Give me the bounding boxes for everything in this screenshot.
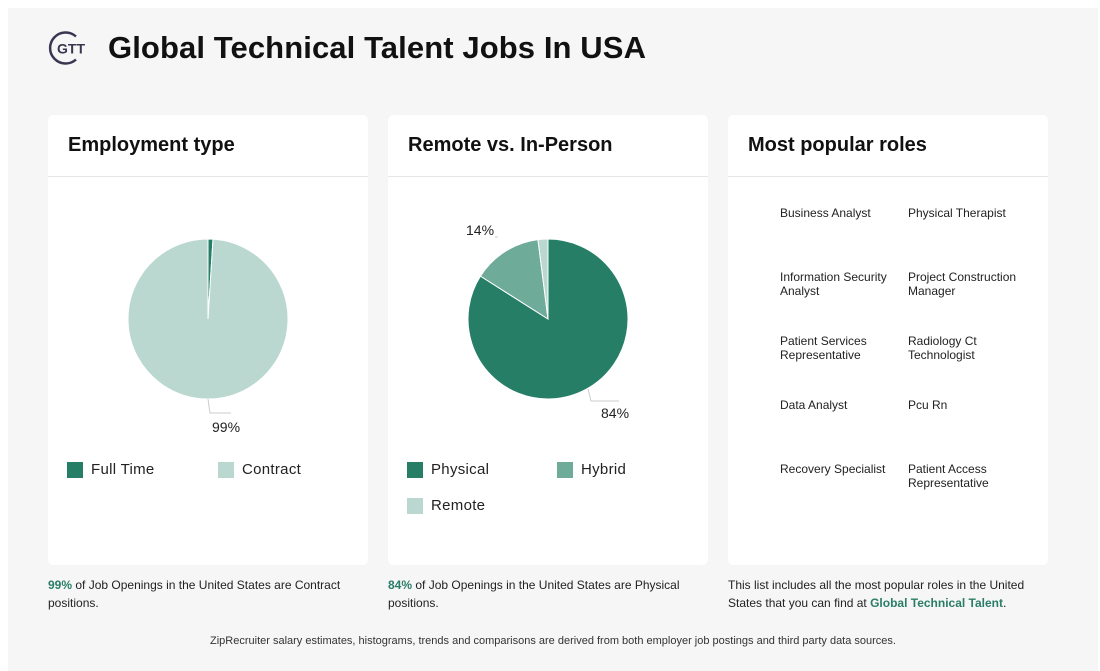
employment-pie-chart	[127, 238, 289, 414]
roles-caption-text: This list includes all the most popular …	[728, 578, 1025, 610]
remote-caption-pct: 84%	[388, 578, 413, 592]
employment-label-leader	[207, 398, 231, 414]
remote-vs-in-person-card: Remote vs. In-Person 84% 14% Physical Hy…	[388, 115, 708, 565]
footer-disclaimer: ZipRecruiter salary estimates, histogram…	[210, 635, 896, 647]
employment-type-heading: Employment type	[48, 115, 368, 177]
role-item: Patient Access Representative	[908, 462, 989, 490]
employment-pct-label: 99%	[212, 419, 241, 435]
remote-heading: Remote vs. In-Person	[388, 115, 708, 177]
role-item: Business Analyst	[780, 206, 871, 220]
remote-caption: 84% of Job Openings in the United States…	[388, 576, 698, 612]
role-item: Recovery Specialist	[780, 462, 886, 476]
legend-full-time[interactable]: Full Time	[67, 461, 155, 478]
role-item: Physical Therapist	[908, 206, 1006, 220]
remote-swatch	[407, 497, 423, 514]
header: GTT Global Technical Talent Jobs In USA	[48, 28, 646, 68]
roles-caption: This list includes all the most popular …	[728, 576, 1033, 612]
role-item: Information Security Analyst	[780, 270, 887, 298]
page-title: Global Technical Talent Jobs In USA	[108, 30, 647, 65]
page: GTT Global Technical Talent Jobs In USA …	[8, 8, 1098, 671]
role-item: Pcu Rn	[908, 398, 948, 412]
hybrid-swatch	[557, 461, 573, 478]
legend-label: Hybrid	[581, 461, 627, 478]
role-item: Radiology Ct Technologist	[908, 334, 977, 362]
legend-remote[interactable]: Remote	[407, 497, 485, 514]
legend-label: Full Time	[91, 461, 155, 478]
remote-pct-main: 84%	[601, 405, 630, 421]
roles-caption-suffix: .	[1003, 596, 1007, 610]
legend-contract[interactable]: Contract	[218, 461, 301, 478]
remote-slice-hybrid[interactable]	[479, 239, 549, 320]
remote-caption-text: of Job Openings in the United States are…	[388, 578, 680, 610]
legend-label: Physical	[431, 461, 490, 478]
remote-pct-secondary: 14%	[466, 222, 495, 238]
legend-physical[interactable]: Physical	[407, 461, 489, 478]
employment-caption-text: of Job Openings in the United States are…	[48, 578, 341, 610]
role-item: Data Analyst	[780, 398, 848, 412]
popular-roles-card: Most popular roles Business Analyst Phys…	[728, 115, 1048, 565]
employment-type-card: Employment type 99% Full Time Contract	[48, 115, 368, 565]
employment-slice-contract[interactable]	[127, 238, 289, 400]
employment-caption-pct: 99%	[48, 578, 73, 592]
remote-pie-chart	[467, 236, 629, 402]
full-time-swatch	[67, 461, 83, 478]
remote-label-leader-main	[587, 388, 619, 402]
gtt-logo: GTT	[48, 31, 85, 65]
legend-label: Remote	[431, 497, 486, 514]
roles-heading: Most popular roles	[728, 115, 1048, 177]
roles-list: Business Analyst Physical Therapist Info…	[780, 206, 1036, 512]
remote-slice-remote[interactable]	[537, 238, 549, 320]
role-item: Project Construction Manager	[908, 270, 1017, 298]
role-item: Patient Services Representative	[780, 334, 867, 362]
svg-text:GTT: GTT	[57, 41, 85, 57]
global-technical-talent-link[interactable]: Global Technical Talent	[870, 596, 1004, 610]
employment-caption: 99% of Job Openings in the United States…	[48, 576, 358, 612]
legend-label: Contract	[242, 461, 302, 478]
legend-hybrid[interactable]: Hybrid	[557, 461, 626, 478]
contract-swatch	[218, 461, 234, 478]
physical-swatch	[407, 461, 423, 478]
